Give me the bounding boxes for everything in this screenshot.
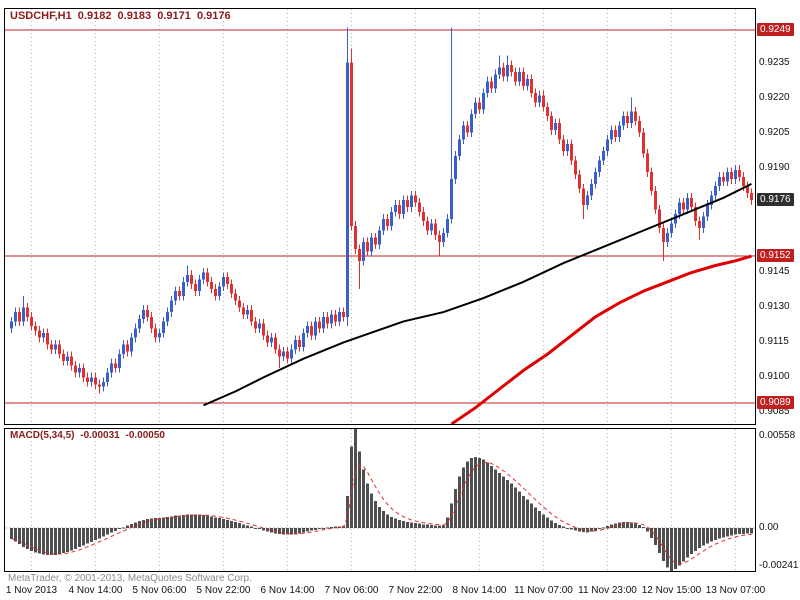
- quote-close: 0.9176: [196, 10, 231, 22]
- time-tick: 11 Nov 23:00: [578, 585, 637, 596]
- macd-axis-tick: 0.00558: [759, 430, 796, 441]
- time-tick: 8 Nov 14:00: [452, 585, 507, 596]
- time-tick: 7 Nov 22:00: [388, 585, 443, 596]
- macd-value: -0.00031: [80, 430, 120, 441]
- price-tick: 0.9190: [759, 161, 790, 173]
- time-tick: 5 Nov 22:00: [196, 585, 251, 596]
- macd-name: MACD(5,34,5): [10, 430, 75, 441]
- time-tick: 12 Nov 15:00: [641, 585, 702, 596]
- macd-label: MACD(5,34,5) -0.00031 -0.00050: [10, 430, 168, 441]
- time-tick: 6 Nov 14:00: [260, 585, 315, 596]
- price-tick: 0.9235: [759, 56, 790, 68]
- level-price-badge: 0.9152: [757, 249, 794, 263]
- quote-high: 0.9183: [117, 10, 152, 22]
- time-tick: 7 Nov 06:00: [324, 585, 379, 596]
- price-tick: 0.9220: [759, 91, 790, 103]
- quote-low: 0.9171: [157, 10, 191, 22]
- price-tick: 0.9115: [759, 336, 789, 348]
- price-chart-panel[interactable]: USDCHF,H1 0.9182 0.9183 0.9171 0.9176: [4, 8, 756, 425]
- macd-axis-tick: -0.00241: [759, 560, 799, 571]
- candlestick-chart[interactable]: [5, 9, 755, 424]
- price-tick: 0.9145: [759, 266, 790, 278]
- price-tick: 0.9100: [759, 371, 790, 383]
- macd-signal-value: -0.00050: [125, 430, 165, 441]
- time-tick: 1 Nov 2013: [5, 585, 58, 596]
- chart-header: USDCHF,H1 0.9182 0.9183 0.9171 0.9176: [10, 10, 234, 22]
- time-tick: 4 Nov 14:00: [68, 585, 123, 596]
- price-tick: 0.9205: [759, 126, 790, 138]
- quote-open: 0.9182: [77, 10, 112, 22]
- copyright-text: MetaTrader, © 2001-2013, MetaQuotes Soft…: [8, 573, 252, 584]
- price-tick: 0.9130: [759, 301, 790, 313]
- level-price-badge: 0.9089: [757, 396, 794, 410]
- macd-panel[interactable]: MACD(5,34,5) -0.00031 -0.00050: [4, 428, 756, 572]
- level-price-badge: 0.9249: [757, 22, 794, 36]
- time-tick: 11 Nov 07:00: [514, 585, 573, 596]
- symbol-timeframe-label: USDCHF,H1: [10, 10, 72, 22]
- macd-histogram-chart[interactable]: [5, 429, 755, 571]
- current-price-badge: 0.9176: [757, 193, 794, 207]
- time-tick: 13 Nov 07:00: [705, 585, 766, 596]
- time-tick: 5 Nov 06:00: [132, 585, 187, 596]
- price-tick: 0.9085: [759, 406, 790, 418]
- macd-axis-tick: 0.00: [759, 522, 779, 534]
